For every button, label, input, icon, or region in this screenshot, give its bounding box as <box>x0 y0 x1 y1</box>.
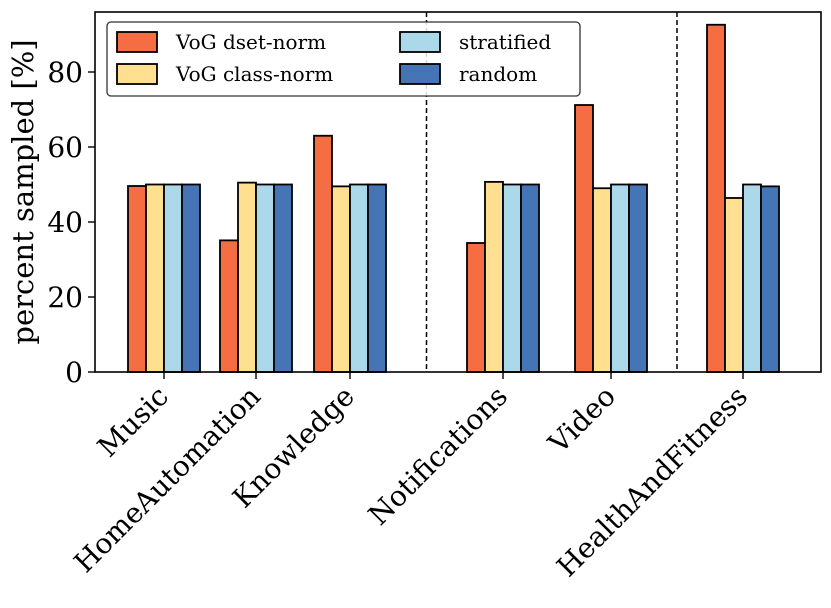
bars-layer <box>127 23 780 373</box>
bar-notifications-random <box>520 183 540 373</box>
y-tick-label-20: 20 <box>47 281 83 314</box>
y-axis: 0 20 40 60 80 <box>47 56 95 389</box>
bar-music-stratified <box>163 183 183 373</box>
bar-homeautomation-vog-dset-norm <box>219 239 239 373</box>
bar-music-vog-class-norm <box>145 183 165 373</box>
legend-swatch-random <box>399 63 441 85</box>
legend: VoG dset-norm VoG class-norm stratified ran… <box>106 21 581 97</box>
x-tick-label-notifications: Notifications <box>362 380 514 532</box>
legend-label-vog-class-norm: VoG class-norm <box>175 62 333 86</box>
plot-frame <box>94 11 822 373</box>
bar-knowledge-stratified <box>349 183 369 373</box>
legend-swatch-vog-class-norm <box>116 63 158 85</box>
bar-video-random <box>628 183 648 373</box>
bar-homeautomation-random <box>273 183 293 373</box>
bar-healthandfitness-stratified <box>742 183 762 373</box>
legend-label-vog-dset-norm: VoG dset-norm <box>175 30 326 54</box>
bar-notifications-stratified <box>502 183 522 373</box>
bar-notifications-vog-dset-norm <box>466 242 486 373</box>
x-tick-label-music: Music <box>91 380 175 464</box>
bar-video-vog-class-norm <box>592 187 612 373</box>
legend-label-random: random <box>459 62 537 86</box>
bar-music-vog-dset-norm <box>127 185 147 373</box>
bar-healthandfitness-vog-class-norm <box>724 197 744 373</box>
legend-swatch-vog-dset-norm <box>116 31 158 53</box>
bar-notifications-vog-class-norm <box>484 180 504 373</box>
bar-video-stratified <box>610 183 630 373</box>
y-tick-label-40: 40 <box>47 206 83 239</box>
bar-healthandfitness-vog-dset-norm <box>706 23 726 373</box>
bar-knowledge-vog-dset-norm <box>313 134 333 373</box>
legend-label-stratified: stratified <box>459 30 551 54</box>
y-tick-label-0: 0 <box>65 356 83 389</box>
bar-healthandfitness-random <box>760 185 780 373</box>
legend-swatch-stratified <box>399 31 441 53</box>
bar-music-random <box>181 183 201 373</box>
bar-homeautomation-stratified <box>255 183 275 373</box>
y-tick-label-80: 80 <box>47 56 83 89</box>
bar-homeautomation-vog-class-norm <box>237 181 257 373</box>
y-tick-label-60: 60 <box>47 131 83 164</box>
bar-knowledge-vog-class-norm <box>331 185 351 373</box>
bar-knowledge-random <box>367 183 387 373</box>
y-axis-label: percent sampled [%] <box>6 39 40 344</box>
legend-frame <box>106 21 581 97</box>
x-tick-label-video: Video <box>541 380 622 461</box>
bar-video-vog-dset-norm <box>574 104 594 373</box>
